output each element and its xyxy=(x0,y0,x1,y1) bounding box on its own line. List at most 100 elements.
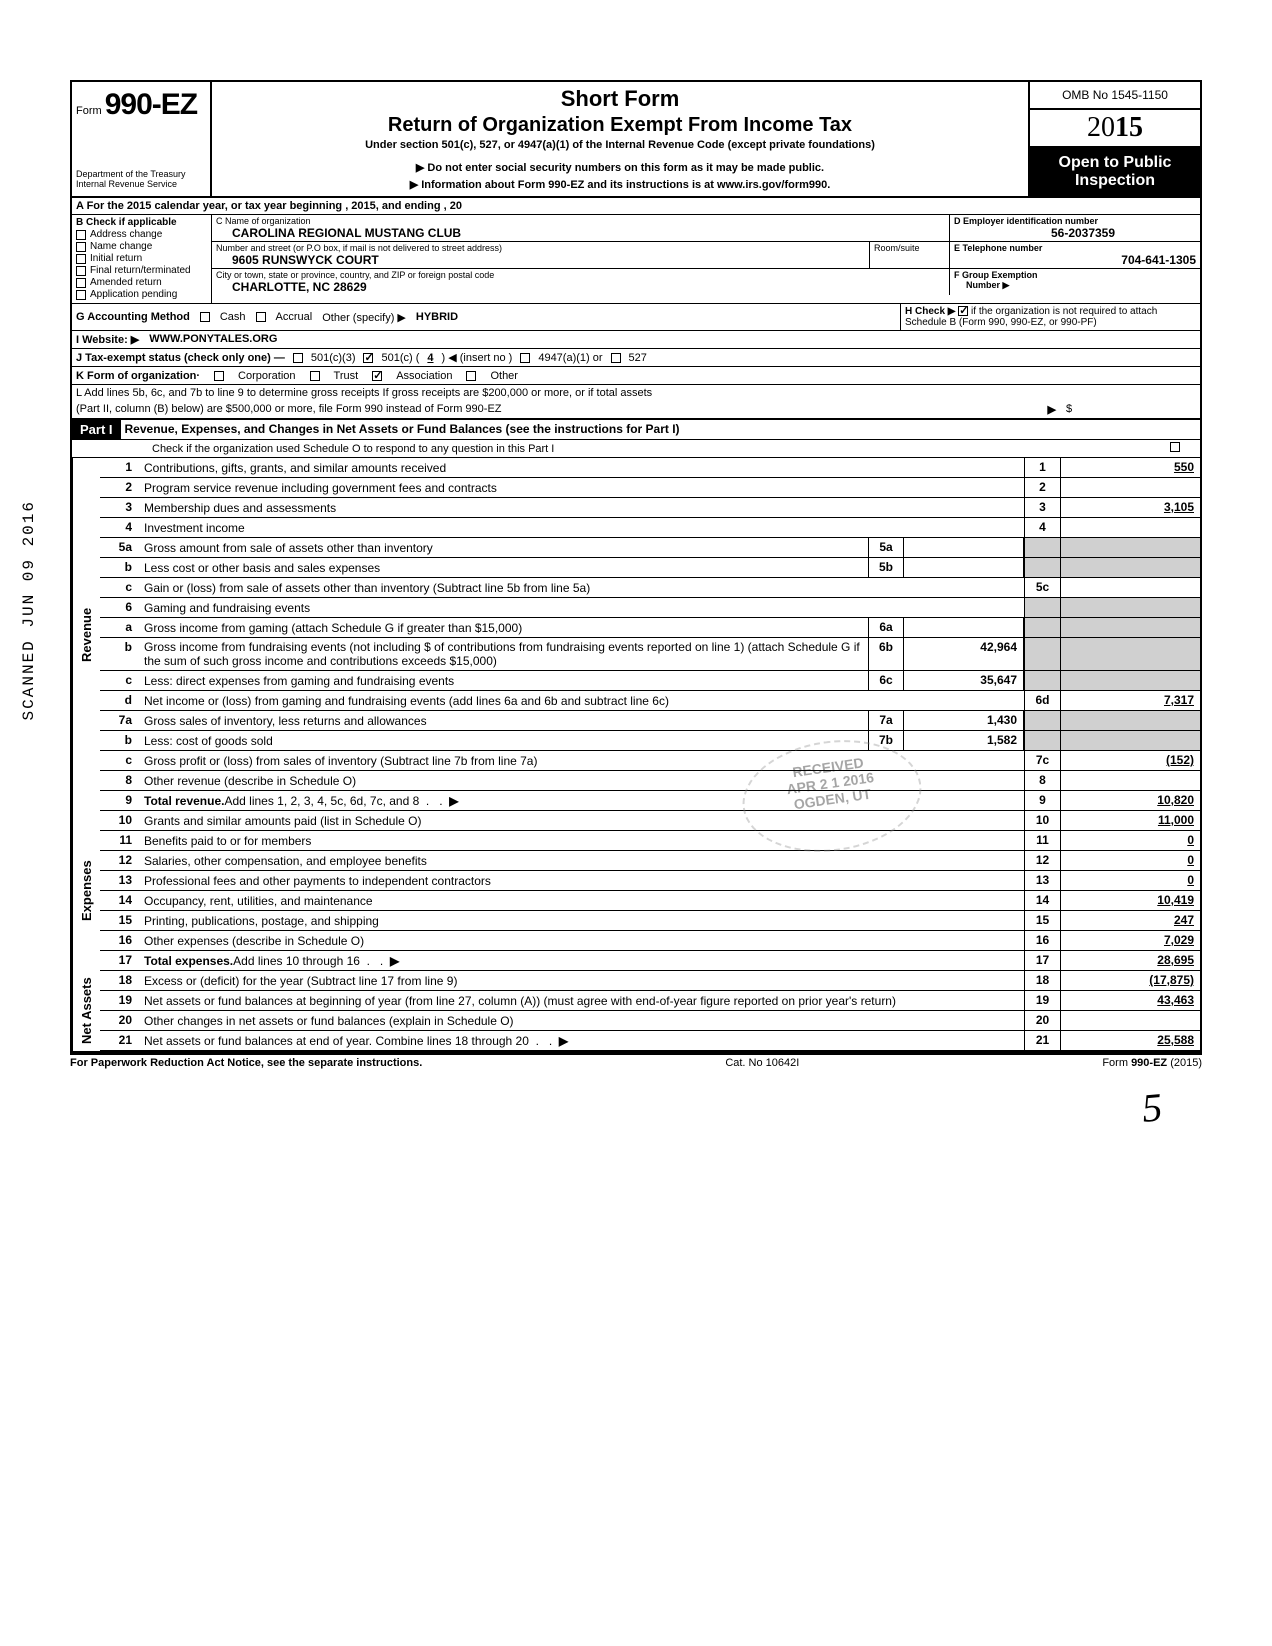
i-label: I Website: ▶ xyxy=(76,333,139,346)
subtitle-ssn: ▶ Do not enter social security numbers o… xyxy=(220,161,1020,174)
right-val: 7,317 xyxy=(1060,691,1200,710)
right-val-shade xyxy=(1060,671,1200,690)
right-num-shade xyxy=(1024,731,1060,750)
right-num: 11 xyxy=(1024,831,1060,850)
line-21: 21Net assets or fund balances at end of … xyxy=(100,1031,1200,1051)
line-num: c xyxy=(100,671,140,690)
line-num: 2 xyxy=(100,478,140,497)
line-num: 15 xyxy=(100,911,140,930)
mid-num: 7b xyxy=(868,731,904,750)
year-prefix: 20 xyxy=(1087,112,1115,143)
street-value: 9605 RUNSWYCK COURT xyxy=(216,253,865,267)
f-label2: Number ▶ xyxy=(954,280,1196,291)
line-desc: Grants and similar amounts paid (list in… xyxy=(140,811,1024,830)
line-desc: Professional fees and other payments to … xyxy=(140,871,1024,890)
line-desc: Total expenses. Add lines 10 through 16 … xyxy=(140,951,1024,970)
line-b: bGross income from fundraising events (n… xyxy=(100,638,1200,671)
line-num: 4 xyxy=(100,518,140,537)
line-desc: Gross income from gaming (attach Schedul… xyxy=(140,618,868,637)
line-desc: Gross amount from sale of assets other t… xyxy=(140,538,868,557)
checkbox-icon[interactable] xyxy=(76,230,86,240)
right-num-shade xyxy=(1024,711,1060,730)
line-c: cGross profit or (loss) from sales of in… xyxy=(100,751,1200,771)
right-val: 550 xyxy=(1060,458,1200,477)
mid-val xyxy=(904,538,1024,557)
h-label: H Check ▶ xyxy=(905,306,955,317)
right-num-shade xyxy=(1024,538,1060,557)
revenue-rows: 1Contributions, gifts, grants, and simil… xyxy=(100,458,1200,811)
g-label: G Accounting Method xyxy=(76,311,190,323)
checkbox-other[interactable] xyxy=(466,371,476,381)
checkbox-corp[interactable] xyxy=(214,371,224,381)
right-val xyxy=(1060,478,1200,497)
k-label: K Form of organization· xyxy=(76,370,200,382)
checkbox-assoc[interactable] xyxy=(372,371,382,381)
line-desc: Occupancy, rent, utilities, and maintena… xyxy=(140,891,1024,910)
k-assoc: Association xyxy=(396,370,452,382)
checkbox-501c3[interactable] xyxy=(293,353,303,363)
subtitle-info: ▶ Information about Form 990-EZ and its … xyxy=(220,178,1020,191)
footer-mid: Cat. No 10642I xyxy=(725,1057,799,1069)
form-number-big: 990-EZ xyxy=(105,88,197,121)
line-num: 5a xyxy=(100,538,140,557)
section-bcdef: B Check if applicable Address change Nam… xyxy=(70,215,1202,304)
checkbox-4947[interactable] xyxy=(520,353,530,363)
ck-amended[interactable]: Amended return xyxy=(76,277,207,288)
row-i: I Website: ▶ WWW.PONYTALES.ORG xyxy=(70,331,1202,349)
right-val xyxy=(1060,578,1200,597)
line-desc: Gross profit or (loss) from sales of inv… xyxy=(140,751,1024,770)
right-val: 43,463 xyxy=(1060,991,1200,1010)
checkbox-cash[interactable] xyxy=(200,312,210,322)
checkbox-icon[interactable] xyxy=(76,254,86,264)
j-c3: 501(c)(3) xyxy=(311,352,356,364)
checkbox-501c[interactable] xyxy=(363,353,373,363)
form-header: Form 990-EZ Department of the Treasury I… xyxy=(70,80,1202,198)
b-heading: B Check if applicable xyxy=(76,217,207,228)
right-val-shade xyxy=(1060,711,1200,730)
right-num: 12 xyxy=(1024,851,1060,870)
checkbox-icon[interactable] xyxy=(76,242,86,252)
line-c: cLess: direct expenses from gaming and f… xyxy=(100,671,1200,691)
g-value: HYBRID xyxy=(416,311,458,323)
line-13: 13Professional fees and other payments t… xyxy=(100,871,1200,891)
line-16: 16Other expenses (describe in Schedule O… xyxy=(100,931,1200,951)
ck-application-pending[interactable]: Application pending xyxy=(76,289,207,300)
ck-address-change[interactable]: Address change xyxy=(76,229,207,240)
checkbox-icon[interactable] xyxy=(76,290,86,300)
right-num-shade xyxy=(1024,638,1060,670)
line-num: d xyxy=(100,691,140,710)
ck-final-return[interactable]: Final return/terminated xyxy=(76,265,207,276)
right-val: (17,875) xyxy=(1060,971,1200,990)
open-to-public: Open to Public Inspection xyxy=(1030,148,1200,196)
right-num: 3 xyxy=(1024,498,1060,517)
j-label: J Tax-exempt status (check only one) — xyxy=(76,352,285,364)
checkbox-h[interactable] xyxy=(958,306,968,316)
line-17: 17Total expenses. Add lines 10 through 1… xyxy=(100,951,1200,971)
right-num: 8 xyxy=(1024,771,1060,790)
ck-initial-return[interactable]: Initial return xyxy=(76,253,207,264)
right-num-shade xyxy=(1024,558,1060,577)
expenses-block: Expenses 10Grants and similar amounts pa… xyxy=(70,811,1202,971)
checkbox-527[interactable] xyxy=(611,353,621,363)
checkbox-trust[interactable] xyxy=(310,371,320,381)
l-line2: (Part II, column (B) below) are $500,000… xyxy=(76,403,1048,416)
checkbox-accrual[interactable] xyxy=(256,312,266,322)
ck-name-change[interactable]: Name change xyxy=(76,241,207,252)
checkbox-icon[interactable] xyxy=(76,266,86,276)
g-other: Other (specify) ▶ xyxy=(322,311,406,324)
footer-form: 990-EZ xyxy=(1131,1057,1167,1069)
ck-label: Application pending xyxy=(90,289,177,300)
checkbox-scho[interactable] xyxy=(1170,442,1180,452)
mid-num: 5b xyxy=(868,558,904,577)
dept-irs: Internal Revenue Service xyxy=(76,180,206,190)
line-num: 16 xyxy=(100,931,140,950)
right-val: 7,029 xyxy=(1060,931,1200,950)
line-desc: Investment income xyxy=(140,518,1024,537)
j-ctail: ) ◀ (insert no ) xyxy=(442,351,513,364)
line-num: 17 xyxy=(100,951,140,970)
l-line1: L Add lines 5b, 6c, and 7b to line 9 to … xyxy=(72,385,1200,401)
line-num: 12 xyxy=(100,851,140,870)
checkbox-icon[interactable] xyxy=(76,278,86,288)
line-num: 14 xyxy=(100,891,140,910)
line-desc: Net income or (loss) from gaming and fun… xyxy=(140,691,1024,710)
